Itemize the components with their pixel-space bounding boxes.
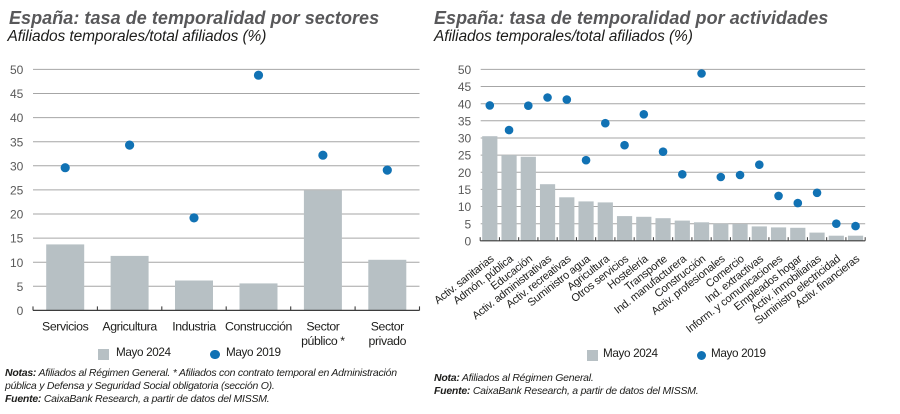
svg-text:0: 0 xyxy=(17,304,24,318)
svg-text:35: 35 xyxy=(458,114,472,128)
svg-text:50: 50 xyxy=(458,63,472,77)
svg-text:35: 35 xyxy=(10,135,24,149)
svg-text:40: 40 xyxy=(10,111,24,125)
svg-text:5: 5 xyxy=(465,217,472,231)
svg-text:10: 10 xyxy=(458,200,472,214)
svg-text:Industria: Industria xyxy=(172,319,216,333)
svg-text:40: 40 xyxy=(458,97,472,111)
svg-text:privado: privado xyxy=(369,334,407,348)
svg-text:Construcción: Construcción xyxy=(225,319,293,333)
svg-text:25: 25 xyxy=(458,149,472,163)
svg-text:50: 50 xyxy=(10,63,24,77)
svg-text:10: 10 xyxy=(10,256,24,270)
svg-text:25: 25 xyxy=(10,184,24,198)
svg-text:30: 30 xyxy=(458,132,472,146)
svg-text:30: 30 xyxy=(10,159,24,173)
svg-text:público *: público * xyxy=(301,334,345,348)
svg-text:45: 45 xyxy=(458,80,472,94)
svg-text:Agricultura: Agricultura xyxy=(102,319,157,333)
svg-text:15: 15 xyxy=(10,232,24,246)
svg-text:20: 20 xyxy=(458,166,472,180)
svg-text:0: 0 xyxy=(465,234,472,248)
svg-text:5: 5 xyxy=(17,280,24,294)
svg-text:Sector: Sector xyxy=(371,319,404,333)
svg-text:15: 15 xyxy=(458,183,472,197)
svg-text:20: 20 xyxy=(10,208,24,222)
svg-text:45: 45 xyxy=(10,87,24,101)
svg-text:Servicios: Servicios xyxy=(42,319,89,333)
svg-text:Sector: Sector xyxy=(306,319,339,333)
